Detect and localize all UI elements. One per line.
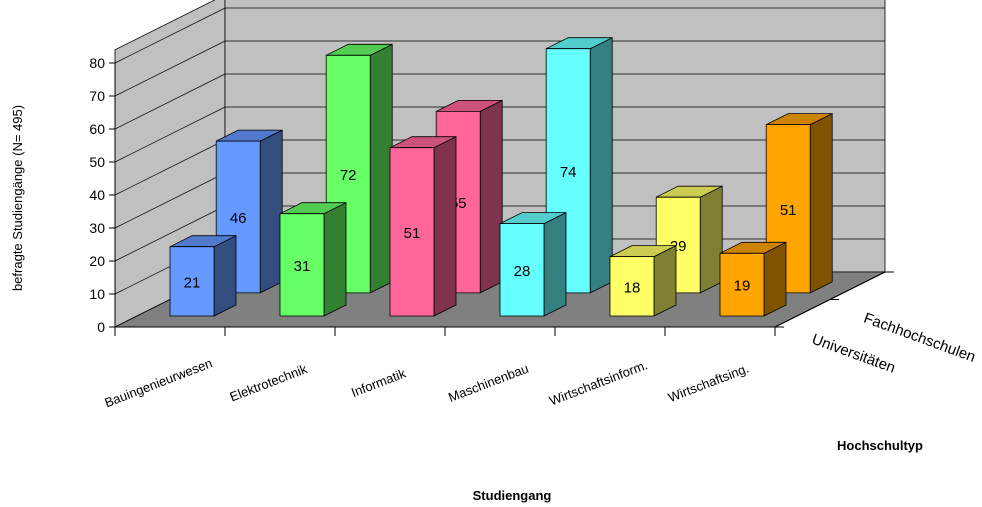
x-axis-title: Studiengang xyxy=(473,488,552,503)
y-tick-label: 10 xyxy=(89,286,105,302)
bar-front xyxy=(169,246,215,317)
bar-side xyxy=(369,43,393,294)
y-tick-label: 40 xyxy=(89,187,105,203)
bar-front xyxy=(279,213,325,317)
bar-side xyxy=(543,211,567,317)
x-category-label: Wirtschaftsing. xyxy=(666,361,751,406)
data-label: 51 xyxy=(404,225,421,242)
y-tick-label: 70 xyxy=(89,88,105,104)
data-label: 19 xyxy=(734,278,751,295)
bar-front xyxy=(719,252,765,317)
bar-side xyxy=(809,112,833,294)
bar-side xyxy=(653,244,677,317)
y-tick-label: 20 xyxy=(89,253,105,269)
data-label: 74 xyxy=(560,164,577,181)
bar-front-series: 51 xyxy=(389,136,457,317)
bar-side xyxy=(213,235,237,317)
gridline xyxy=(114,7,885,64)
gridline xyxy=(114,40,885,97)
bar-side xyxy=(589,37,613,294)
data-label: 46 xyxy=(230,210,247,227)
gridline xyxy=(114,73,885,130)
bar-side xyxy=(259,129,283,294)
x-axis-categories: Bauingenieurwesen Elektrotechnik Informati… xyxy=(102,326,776,410)
bar-front-series: 18 xyxy=(609,244,677,317)
bar-front-series: 21 xyxy=(169,235,237,317)
data-label: 31 xyxy=(294,258,311,275)
x-category-label: Wirtschaftsinform. xyxy=(547,357,649,408)
bar-front-series: 28 xyxy=(499,211,567,317)
data-label: 18 xyxy=(624,279,641,296)
series-label: Universitäten xyxy=(809,331,897,377)
depth-axis-title: Hochschultyp xyxy=(837,438,923,453)
gridline xyxy=(114,106,885,163)
y-tick-label: 30 xyxy=(89,220,105,236)
bar-side xyxy=(323,202,347,317)
bar-front xyxy=(499,223,545,317)
bar-side xyxy=(699,185,723,294)
bar-side xyxy=(433,136,457,317)
bar-back-series: 46 xyxy=(215,129,283,294)
bar-side xyxy=(479,99,503,294)
bar-side xyxy=(763,241,787,317)
data-label: 72 xyxy=(340,167,357,184)
y-axis-title: befragte Studiengänge (N= 495) xyxy=(10,105,25,291)
x-category-label: Elektrotechnik xyxy=(228,361,310,404)
y-tick-label: 50 xyxy=(89,154,105,170)
bar-front xyxy=(609,256,655,317)
bar-back-series: 72 xyxy=(325,43,393,294)
y-tick-label: 80 xyxy=(89,55,105,71)
bar-front-series: 19 xyxy=(719,241,787,317)
data-label: 28 xyxy=(514,263,531,280)
y-tick-label: 0 xyxy=(97,319,105,335)
data-label: 21 xyxy=(184,274,201,291)
x-category-label: Informatik xyxy=(349,365,408,400)
bar-back-series: 29 xyxy=(655,185,723,294)
x-category-label: Bauingenieurwesen xyxy=(102,355,214,410)
y-axis: 0 10 20 30 40 50 60 70 80 xyxy=(89,55,116,335)
bar-front-series: 31 xyxy=(279,202,347,317)
y-tick-label: 60 xyxy=(89,121,105,137)
x-category-label: Maschinenbau xyxy=(446,361,530,405)
bar-front xyxy=(389,147,435,317)
data-label: 51 xyxy=(780,202,797,219)
